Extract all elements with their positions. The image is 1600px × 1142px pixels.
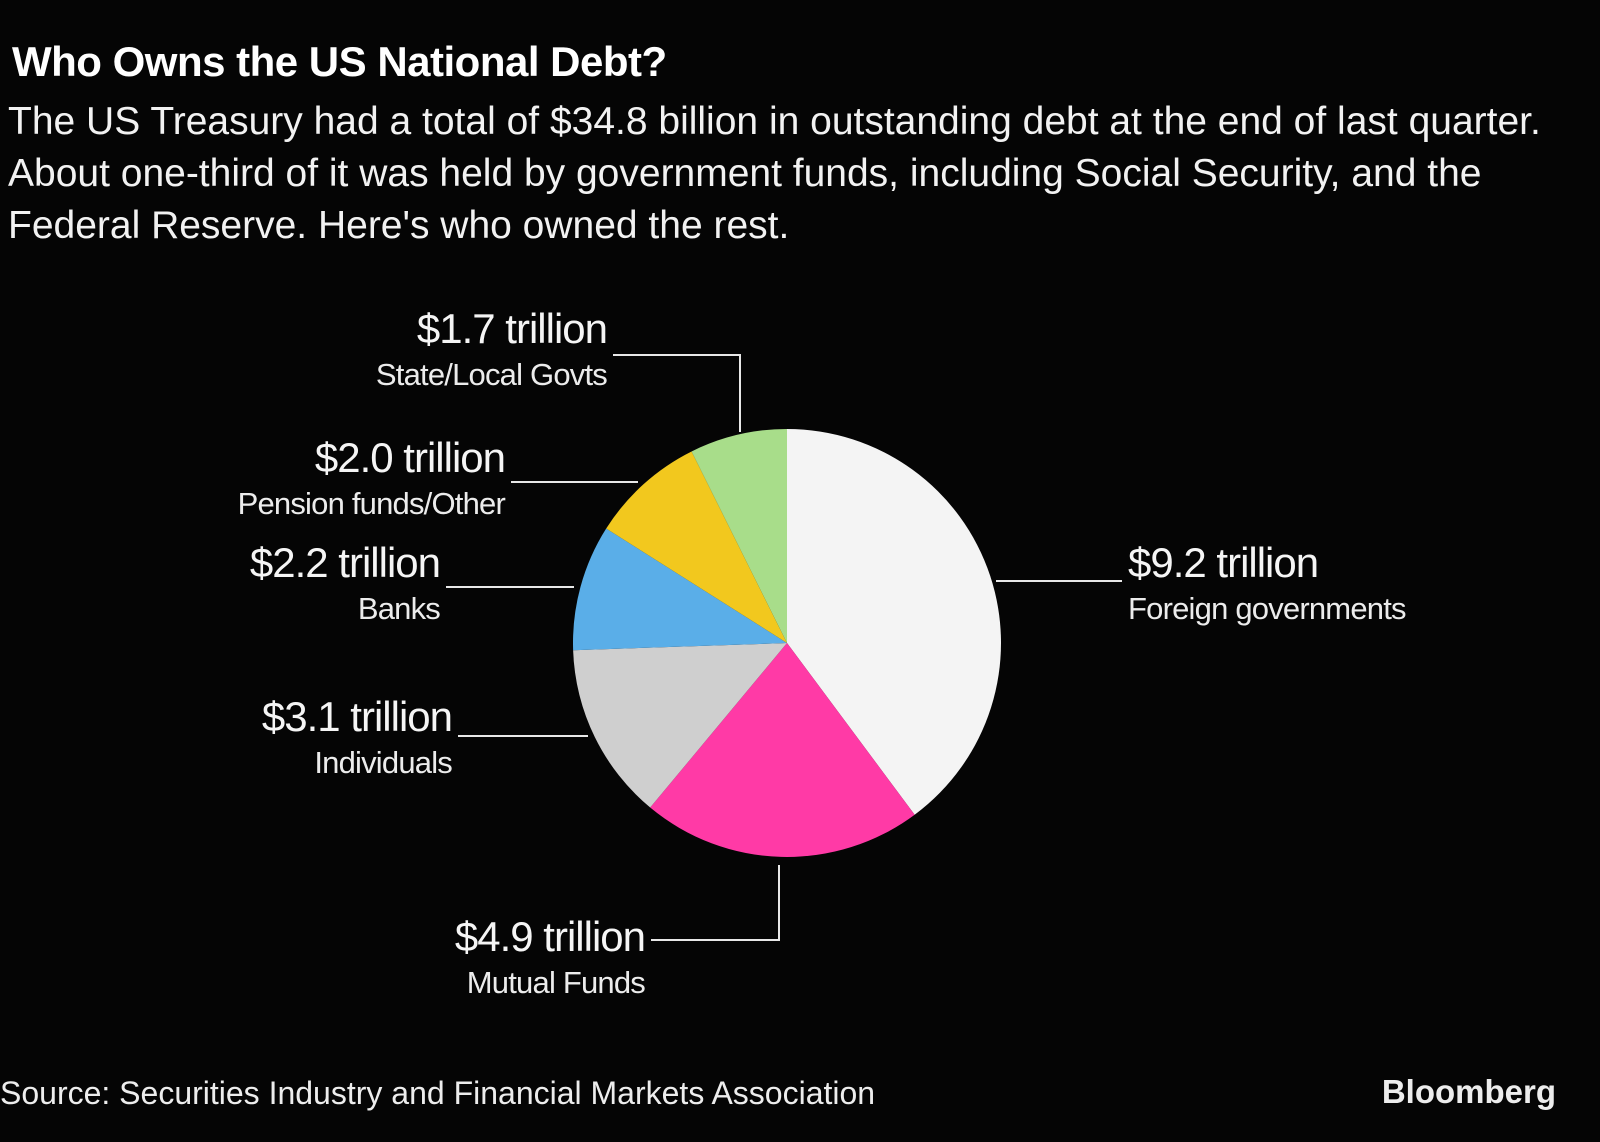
pie-slice-individuals [573, 643, 787, 808]
value-label-pension-funds-other: $2.0 trillion [315, 434, 505, 481]
chart-subtitle: The US Treasury had a total of $34.8 bil… [8, 100, 1541, 247]
value-label-foreign-governments: $9.2 trillion [1128, 539, 1318, 586]
pie-slice-banks [572, 528, 787, 651]
category-label-banks: Banks [358, 591, 440, 626]
value-label-mutual-funds: $4.9 trillion [455, 913, 645, 960]
pie-slice-pension-funds-other [606, 451, 787, 643]
brand-logo: Bloomberg [1381, 1073, 1556, 1110]
category-label-state-local-govts: State/Local Govts [376, 357, 607, 392]
category-label-mutual-funds: Mutual Funds [467, 965, 646, 1000]
leader-line-state-local-govts [613, 354, 741, 432]
category-label-foreign-governments: Foreign governments [1128, 591, 1406, 626]
category-label-individuals: Individuals [314, 745, 452, 780]
leader-line-mutual-funds [651, 865, 780, 941]
slice-labels: $9.2 trillion Foreign governments $4.9 tri… [238, 305, 1407, 1000]
pie-slices [572, 429, 1001, 857]
value-label-individuals: $3.1 trillion [262, 693, 452, 740]
chart-title: Who Owns the US National Debt? [12, 38, 667, 85]
source-note: Source: Securities Industry and Financia… [0, 1075, 876, 1111]
pie-slice-mutual-funds [650, 643, 915, 857]
category-label-pension-funds-other: Pension funds/Other [238, 486, 506, 521]
value-label-banks: $2.2 trillion [250, 539, 440, 586]
pie-slice-foreign-governments [787, 429, 1001, 815]
leader-lines [446, 354, 1122, 941]
value-label-state-local-govts: $1.7 trillion [417, 305, 607, 352]
pie-slice-state-local-govts [691, 429, 787, 643]
